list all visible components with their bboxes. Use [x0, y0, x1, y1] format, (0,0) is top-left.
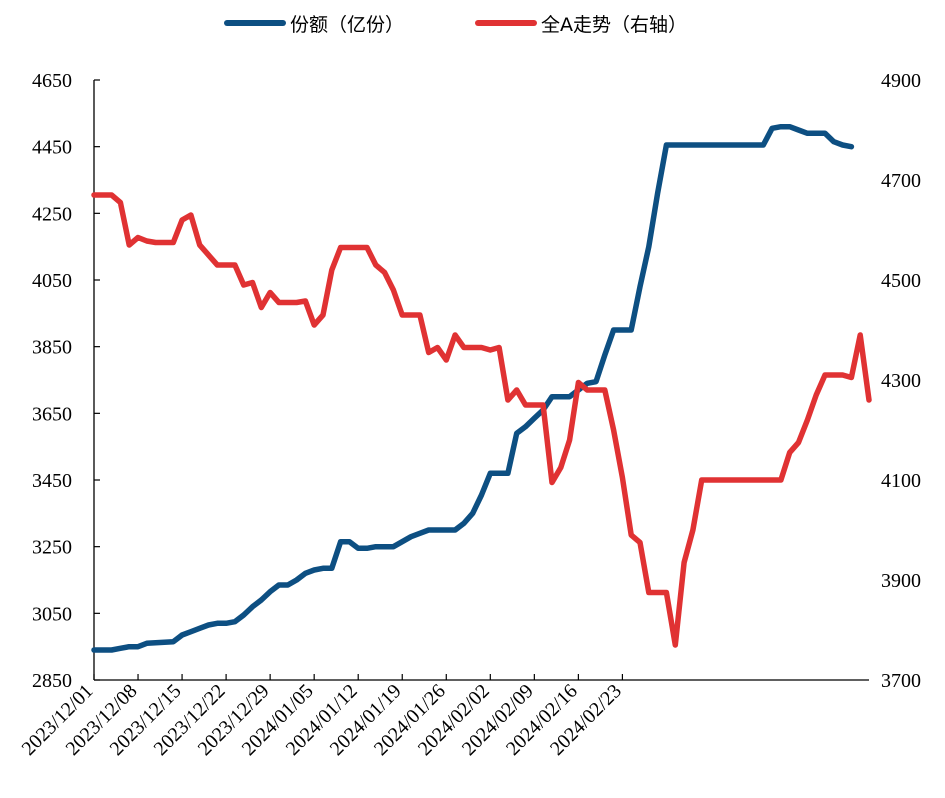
- left-tick-label: 3050: [32, 603, 72, 625]
- right-tick-label: 4500: [881, 270, 921, 292]
- right-tick-label: 3900: [881, 570, 921, 592]
- right-tick-label: 3700: [881, 670, 921, 692]
- legend-label-index: 全A走势（右轴）: [541, 14, 687, 36]
- left-tick-label: 4050: [32, 270, 72, 292]
- left-tick-label: 2850: [32, 670, 72, 692]
- right-tick-label: 4300: [881, 370, 921, 392]
- legend-label-share: 份额（亿份）: [290, 14, 404, 36]
- left-tick-label: 3450: [32, 470, 72, 492]
- left-tick-label: 4650: [32, 70, 72, 92]
- series-line-index: [91, 192, 872, 648]
- right-tick-label: 4700: [881, 170, 921, 192]
- left-tick-label: 4250: [32, 203, 72, 225]
- left-tick-label: 3850: [32, 337, 72, 359]
- legend: 份额（亿份） 全A走势（右轴）: [224, 14, 687, 36]
- series-line-share: [91, 123, 855, 653]
- left-tick-label: 4450: [32, 137, 72, 159]
- axes: 2850 3050 3250 3450 3650 3850 4050 4250 4450 4650…: [18, 70, 921, 760]
- left-tick-label: 3250: [32, 537, 72, 559]
- series-lines: [91, 123, 872, 653]
- left-tick-label: 3650: [32, 403, 72, 425]
- right-tick-label: 4100: [881, 470, 921, 492]
- right-tick-label: 4900: [881, 70, 921, 92]
